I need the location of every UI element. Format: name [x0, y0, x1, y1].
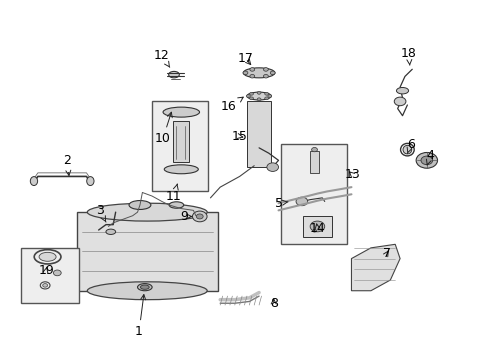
- Ellipse shape: [39, 252, 56, 261]
- Ellipse shape: [30, 177, 38, 185]
- Circle shape: [257, 91, 261, 94]
- Circle shape: [264, 97, 268, 100]
- Text: 9: 9: [180, 210, 191, 223]
- Polygon shape: [351, 244, 399, 291]
- Text: 11: 11: [166, 184, 182, 203]
- Bar: [173, 121, 189, 162]
- Bar: [302, 216, 331, 237]
- Text: 14: 14: [309, 222, 325, 235]
- Circle shape: [312, 229, 316, 232]
- Circle shape: [309, 221, 324, 232]
- Ellipse shape: [243, 68, 274, 78]
- Ellipse shape: [140, 285, 149, 289]
- Text: 13: 13: [344, 168, 360, 181]
- Text: 10: 10: [155, 112, 172, 145]
- Circle shape: [266, 163, 278, 171]
- Text: 16: 16: [221, 97, 243, 113]
- Text: 4: 4: [426, 149, 433, 165]
- Bar: [246, 102, 271, 167]
- Circle shape: [415, 153, 437, 168]
- Text: 5: 5: [274, 197, 287, 210]
- Circle shape: [192, 211, 206, 222]
- Circle shape: [311, 148, 317, 152]
- Ellipse shape: [86, 177, 94, 185]
- Circle shape: [270, 71, 275, 75]
- Ellipse shape: [402, 145, 411, 154]
- Circle shape: [249, 93, 253, 95]
- Text: 1: 1: [135, 294, 145, 338]
- Ellipse shape: [129, 201, 151, 210]
- Ellipse shape: [164, 165, 198, 174]
- Circle shape: [393, 97, 405, 106]
- Ellipse shape: [87, 282, 207, 300]
- Ellipse shape: [169, 202, 183, 208]
- Ellipse shape: [168, 71, 179, 78]
- Circle shape: [249, 68, 254, 71]
- Text: 6: 6: [406, 138, 414, 154]
- Circle shape: [420, 156, 432, 165]
- Text: 3: 3: [96, 204, 106, 222]
- Circle shape: [263, 68, 268, 71]
- Circle shape: [249, 97, 253, 100]
- Circle shape: [249, 75, 254, 78]
- Text: 18: 18: [400, 47, 416, 65]
- Ellipse shape: [396, 87, 408, 94]
- Bar: [152, 102, 207, 191]
- Ellipse shape: [137, 284, 152, 291]
- Ellipse shape: [106, 229, 116, 234]
- Text: 7: 7: [382, 247, 390, 260]
- Circle shape: [246, 95, 250, 98]
- Bar: [309, 152, 318, 173]
- Bar: [77, 212, 217, 291]
- Text: 2: 2: [63, 154, 71, 175]
- Circle shape: [267, 95, 271, 98]
- Text: 19: 19: [38, 264, 54, 276]
- Ellipse shape: [246, 92, 271, 100]
- Ellipse shape: [87, 203, 207, 221]
- Text: 8: 8: [269, 297, 277, 310]
- Text: 12: 12: [154, 49, 169, 67]
- Text: 17: 17: [237, 52, 253, 65]
- Circle shape: [295, 197, 307, 206]
- Circle shape: [257, 98, 261, 101]
- Bar: [21, 248, 79, 303]
- Circle shape: [196, 214, 203, 219]
- Ellipse shape: [163, 107, 199, 117]
- Bar: [281, 144, 346, 244]
- Text: 15: 15: [231, 130, 247, 143]
- Circle shape: [53, 270, 61, 276]
- Circle shape: [263, 75, 268, 78]
- Circle shape: [264, 93, 268, 95]
- Circle shape: [42, 284, 47, 287]
- Circle shape: [243, 71, 247, 75]
